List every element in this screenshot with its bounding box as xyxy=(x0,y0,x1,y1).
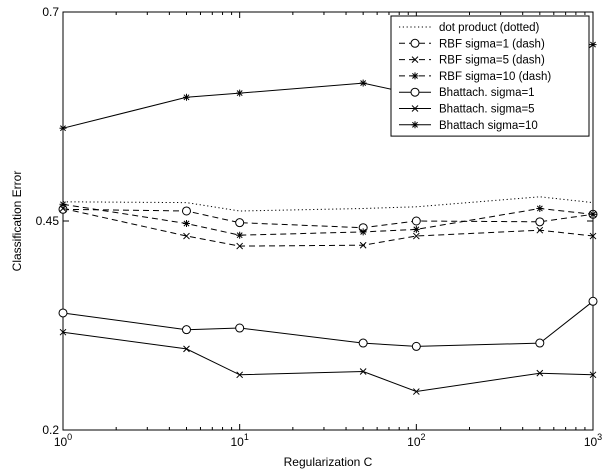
legend-entry: Bhattach. sigma=1 xyxy=(399,87,535,99)
axis-ticks: 100 101 102 103 0.2 0.45 0.7 xyxy=(36,5,603,449)
data-point xyxy=(535,338,545,348)
legend-marker xyxy=(411,56,419,63)
legend-marker xyxy=(411,72,419,80)
data-point xyxy=(182,93,190,101)
legend-label: dot product (dotted) xyxy=(439,22,540,34)
data-point xyxy=(182,220,190,228)
data-point xyxy=(536,204,544,212)
series-3 xyxy=(59,205,597,250)
data-point xyxy=(59,200,67,208)
y-tick-label: 0.45 xyxy=(36,214,60,228)
data-point xyxy=(236,242,244,250)
data-point xyxy=(589,210,597,218)
series-1 xyxy=(62,196,594,212)
data-point xyxy=(235,218,245,228)
data-point xyxy=(589,41,597,49)
data-point xyxy=(183,232,190,240)
series-line xyxy=(62,196,594,212)
data-point xyxy=(589,232,597,240)
legend-entry: Bhattach sigma=10 xyxy=(399,120,538,132)
x-tick-label: 102 xyxy=(407,432,425,449)
data-point xyxy=(536,369,544,377)
data-point xyxy=(411,341,421,351)
data-point xyxy=(359,228,367,236)
series-6 xyxy=(59,328,597,395)
data-point xyxy=(411,216,421,226)
y-tick-label: 0.2 xyxy=(42,423,59,437)
data-point xyxy=(588,296,598,306)
data-point xyxy=(236,231,244,239)
series-lines xyxy=(58,41,598,395)
data-point xyxy=(358,338,368,348)
legend-marker xyxy=(410,87,420,97)
data-point xyxy=(59,328,67,336)
legend-marker xyxy=(411,121,419,129)
data-point xyxy=(589,371,597,379)
data-point xyxy=(359,241,367,249)
legend-entry: dot product (dotted) xyxy=(399,22,540,34)
data-point xyxy=(59,124,67,132)
data-point xyxy=(359,79,367,87)
legend-label: Bhattach sigma=10 xyxy=(439,120,538,132)
legend-label: RBF sigma=5 (dash) xyxy=(439,55,545,67)
series-4 xyxy=(59,200,597,239)
data-point xyxy=(181,206,191,216)
legend-label: RBF sigma=10 (dash) xyxy=(439,71,551,83)
data-point xyxy=(183,345,190,353)
legend-marker xyxy=(411,105,419,112)
series-5 xyxy=(58,296,598,351)
legend-label: Bhattach. sigma=5 xyxy=(439,104,535,116)
data-point xyxy=(535,217,545,227)
x-tick-label: 101 xyxy=(230,432,248,449)
data-point xyxy=(236,89,244,97)
data-point xyxy=(58,308,68,318)
y-tick-label: 0.7 xyxy=(42,5,59,19)
y-axis-title: Classification Error xyxy=(10,171,24,272)
x-axis-title: Regularization C xyxy=(284,455,373,469)
x-tick-label: 103 xyxy=(584,432,602,449)
x-tick-label: 100 xyxy=(54,432,72,449)
legend-marker xyxy=(410,38,420,48)
legend-label: RBF sigma=1 (dash) xyxy=(439,38,545,50)
legend-entry: RBF sigma=10 (dash) xyxy=(399,71,551,83)
data-point xyxy=(236,371,244,379)
data-point xyxy=(412,232,420,240)
data-point xyxy=(181,325,191,335)
data-point xyxy=(536,226,544,234)
data-point xyxy=(359,368,367,375)
legend-entry: RBF sigma=1 (dash) xyxy=(399,38,545,50)
legend-label: Bhattach. sigma=1 xyxy=(439,87,535,99)
data-point xyxy=(412,225,420,233)
legend-entry: RBF sigma=5 (dash) xyxy=(399,55,545,67)
data-point xyxy=(412,388,420,395)
legend-entry: Bhattach. sigma=5 xyxy=(399,104,535,116)
data-point xyxy=(235,323,245,333)
legend: dot product (dotted) RBF sigma=1 (dash) RB… xyxy=(390,15,590,137)
